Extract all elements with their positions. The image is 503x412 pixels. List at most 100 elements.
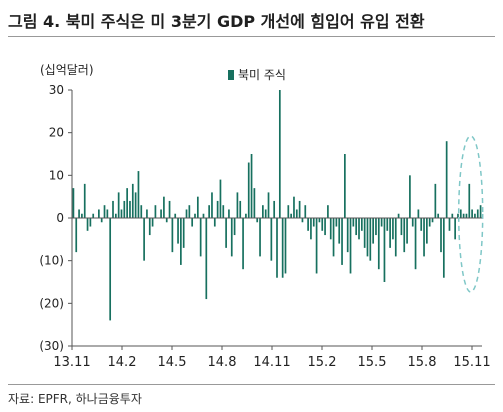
bar bbox=[247, 162, 250, 218]
bar bbox=[245, 213, 247, 218]
bar bbox=[256, 218, 259, 223]
bar bbox=[284, 218, 287, 274]
bar bbox=[273, 200, 276, 218]
bar bbox=[126, 188, 128, 218]
bar bbox=[295, 209, 298, 218]
y-tick-label: (20) bbox=[39, 296, 64, 310]
bar bbox=[239, 200, 242, 218]
bar bbox=[219, 179, 222, 218]
bar bbox=[151, 218, 154, 227]
y-tick-label: 30 bbox=[49, 83, 64, 97]
bar bbox=[457, 213, 459, 218]
bar bbox=[307, 218, 309, 231]
y-tick-label: 10 bbox=[49, 168, 64, 182]
highlight-ellipse bbox=[457, 135, 484, 293]
bar bbox=[380, 218, 383, 227]
y-axis-label: (십억달러) bbox=[40, 63, 94, 77]
bar bbox=[81, 213, 83, 218]
bar bbox=[471, 209, 473, 218]
y-tick-label: (10) bbox=[39, 254, 64, 268]
bar bbox=[406, 218, 408, 244]
bar bbox=[188, 205, 191, 218]
bar bbox=[332, 218, 335, 257]
bar bbox=[437, 213, 440, 218]
bar bbox=[233, 218, 236, 236]
bar bbox=[163, 196, 165, 218]
bar bbox=[442, 218, 445, 278]
bar bbox=[434, 183, 437, 218]
bar bbox=[262, 205, 264, 218]
bar bbox=[171, 218, 174, 253]
bar bbox=[83, 183, 86, 218]
bar bbox=[213, 218, 216, 227]
y-tick-label: (30) bbox=[39, 339, 64, 353]
bar bbox=[165, 218, 168, 223]
bar bbox=[462, 213, 465, 218]
bar bbox=[78, 209, 80, 218]
bar bbox=[146, 209, 148, 218]
bar bbox=[445, 141, 448, 218]
bar bbox=[417, 209, 420, 218]
bar bbox=[423, 218, 425, 257]
bar bbox=[72, 188, 75, 218]
bar bbox=[479, 205, 482, 218]
bar bbox=[230, 218, 233, 257]
bar bbox=[344, 154, 346, 218]
bar bbox=[324, 218, 326, 236]
legend: 북미 주식 bbox=[228, 68, 286, 82]
bar bbox=[134, 192, 137, 218]
bar bbox=[431, 218, 434, 223]
bar bbox=[293, 196, 295, 218]
x-tick-label: 14.2 bbox=[108, 355, 137, 370]
bar bbox=[103, 205, 106, 218]
bar bbox=[426, 218, 428, 244]
bar bbox=[114, 213, 117, 218]
x-tick-label: 15.8 bbox=[408, 355, 437, 370]
bar bbox=[411, 218, 414, 227]
bar bbox=[109, 218, 112, 321]
y-tick-label: 20 bbox=[49, 126, 64, 140]
bar bbox=[278, 90, 281, 218]
chart-title: 그림 4. 북미 주식은 미 3분기 GDP 개선에 힘입어 유입 전환 bbox=[8, 12, 425, 31]
bar bbox=[403, 218, 406, 253]
bar bbox=[383, 218, 386, 282]
bar bbox=[360, 218, 363, 231]
bar bbox=[75, 218, 78, 253]
bar bbox=[208, 205, 210, 218]
bar bbox=[242, 218, 244, 270]
bar bbox=[222, 205, 225, 218]
bar bbox=[112, 200, 114, 218]
bar bbox=[281, 218, 284, 278]
bar bbox=[264, 209, 267, 218]
bar bbox=[349, 218, 352, 274]
bar bbox=[312, 218, 315, 227]
bar bbox=[123, 200, 126, 218]
bar bbox=[414, 218, 417, 270]
bar bbox=[98, 209, 100, 218]
bar bbox=[459, 209, 462, 218]
bar bbox=[276, 218, 278, 278]
bar bbox=[120, 209, 123, 218]
bar bbox=[327, 205, 329, 218]
x-tick-label: 13.11 bbox=[53, 355, 90, 370]
bar bbox=[287, 205, 290, 218]
bar bbox=[137, 171, 140, 218]
bar bbox=[454, 218, 456, 240]
legend-label: 북미 주식 bbox=[238, 68, 286, 82]
bar bbox=[131, 183, 134, 218]
bar bbox=[394, 218, 397, 257]
bar bbox=[196, 196, 199, 218]
legend-swatch bbox=[228, 70, 234, 80]
bar bbox=[474, 213, 476, 218]
x-tick-label: 14.8 bbox=[208, 355, 237, 370]
bar bbox=[106, 209, 109, 218]
bar bbox=[86, 218, 89, 231]
bar bbox=[341, 218, 343, 265]
bar bbox=[369, 218, 372, 261]
bar bbox=[420, 218, 423, 231]
bar bbox=[168, 200, 171, 218]
bar bbox=[352, 218, 355, 227]
bar bbox=[174, 213, 177, 218]
bar bbox=[372, 218, 374, 244]
bar bbox=[202, 213, 205, 218]
